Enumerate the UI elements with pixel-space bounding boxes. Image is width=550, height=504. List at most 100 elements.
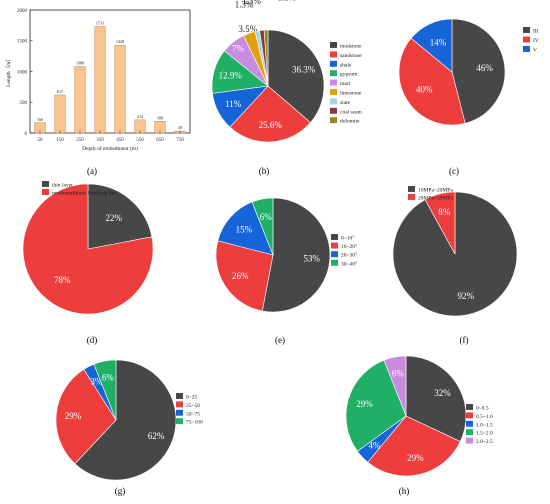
legend-swatch: [330, 70, 337, 77]
legend-swatch: [42, 189, 49, 195]
bar-value-label: 189: [157, 115, 163, 120]
pie-slice: [424, 191, 456, 255]
legend-swatch: [330, 98, 337, 105]
pie-slice: [217, 201, 274, 256]
pie-slice: [215, 240, 274, 312]
slice-value-label: 53%: [303, 254, 320, 264]
legend-swatch: [331, 251, 338, 258]
legend-swatch: [331, 242, 338, 249]
legend-label: 75~100: [186, 420, 203, 426]
x-tick-label: 50: [38, 138, 44, 143]
legend: 0~10° 10~20° 20~30°30~40°: [331, 234, 357, 267]
legend-label: mudstone: [340, 43, 362, 49]
bar-value-label: 30: [178, 125, 182, 130]
pie-slice: [263, 29, 269, 87]
panel-label: (f): [460, 335, 469, 345]
legend-label: 10MPa~20MPa: [418, 187, 453, 193]
legend-swatch: [523, 27, 530, 33]
legend-swatch: [330, 89, 337, 95]
slice-value-label: 29%: [65, 411, 82, 421]
slice-value-label: 22%: [105, 213, 122, 223]
legend-label: 0~10°: [341, 234, 354, 241]
y-tick-label: 2000: [17, 9, 28, 14]
bar-value-label: 617: [57, 89, 63, 94]
y-tick-label: 1500: [17, 40, 28, 45]
legend-label: 0~0.5: [476, 405, 489, 411]
panel-label: (e): [275, 335, 285, 345]
panel-label: (d): [87, 335, 98, 345]
legend-label: 2.0~2.5: [476, 439, 493, 445]
slice-value-label: 6%: [102, 373, 115, 383]
slice-value-label: 26%: [232, 271, 249, 281]
legend: 0~25 25~50 50~75 75~100: [176, 393, 203, 426]
pie-slice: [367, 415, 461, 477]
bar: [74, 66, 86, 134]
pie-slice: [345, 359, 407, 452]
panel-f: 92% 8% 10MPa~20MPa 20MPa~30MPa (f): [392, 186, 518, 345]
panel-h: 32% 29% 4% 29% 6% 0~0.5 0.5~1.0 1.0~1.5 1.5~2.0 2…: [345, 355, 493, 496]
pie-slice: [451, 18, 506, 124]
slice-value-label: 6%: [392, 369, 405, 379]
legend-label: limestone: [340, 90, 362, 96]
legend-label: dolomite: [340, 119, 360, 125]
legend: thin layer mediumaltitude bombing bed: [42, 181, 117, 196]
legend-label: 30~40°: [341, 260, 357, 267]
pie-slice: [251, 197, 274, 256]
slice-value-label: 11%: [225, 99, 242, 109]
bar-value-label: 214: [137, 114, 144, 119]
x-tick-label: 750: [176, 138, 184, 143]
legend-swatch: [523, 46, 530, 52]
x-axis-label: Depth of embedment (m): [82, 145, 138, 152]
pie-slice: [229, 85, 311, 143]
panel-label: (a): [87, 166, 97, 176]
slice-value-label: 7%: [232, 43, 245, 53]
legend-label: 1.5~2.0: [476, 431, 493, 437]
legend: III IV V: [523, 27, 539, 53]
slice-value-label: 40%: [416, 85, 433, 95]
legend-swatch: [466, 420, 473, 427]
y-tick-label: 1000: [17, 70, 28, 75]
legend-label: mediumaltitude bombing bed: [52, 190, 117, 196]
legend-label: marl: [340, 81, 351, 87]
slice-value-label: 32%: [434, 388, 451, 398]
slice-value-label: 29%: [407, 453, 424, 463]
x-tick-label: 150: [56, 138, 64, 143]
pie-slice: [261, 197, 331, 313]
slice-value-label: 25.6%: [259, 120, 283, 130]
legend-swatch: [330, 51, 337, 58]
y-axis-label: Length（m）: [5, 56, 12, 87]
legend-label: sandstone: [340, 53, 362, 59]
slice-value-label: 4%: [369, 441, 382, 451]
slice-value-label: 14%: [430, 37, 447, 47]
slice-value-label: 6%: [260, 212, 273, 222]
legend-swatch: [466, 437, 473, 444]
pie-slice: [87, 183, 153, 250]
slice-value-label: 1.1%: [278, 0, 297, 2]
slice-value-label: 12.9%: [219, 70, 243, 80]
legend-swatch: [466, 412, 473, 419]
slice-value-label: 46%: [476, 63, 493, 73]
slice-value-label: 29%: [356, 399, 373, 409]
bar: [114, 44, 126, 134]
panel-b: 36.3% 25.6% 11% 12.9% 7% 3.5% 1.3%1.3% 1.1% muds…: [211, 0, 363, 176]
x-tick-label: 250: [76, 138, 84, 143]
bar: [54, 94, 66, 134]
legend: 10MPa~20MPa 20MPa~30MPa: [408, 186, 453, 201]
panel-label: (c): [449, 166, 459, 176]
pie-slice: [22, 183, 154, 315]
panel-label: (b): [259, 166, 270, 176]
slice-value-label: 15%: [236, 224, 253, 234]
legend-swatch: [176, 409, 183, 416]
legend-label: slate: [340, 100, 351, 106]
legend-label: 20~30°: [341, 252, 357, 259]
slice-value-label: 8%: [438, 207, 451, 217]
slice-value-label: 3%: [90, 377, 103, 387]
legend-label: gypsum: [340, 72, 358, 78]
bar: [94, 26, 106, 134]
y-tick-label: 0: [25, 132, 28, 137]
legend-swatch: [330, 117, 337, 124]
panel-e: 53% 26% 15% 6% 0~10° 10~20° 20~30°30~40° (e): [215, 197, 357, 345]
x-tick-label: 350: [96, 138, 104, 143]
bar-value-label: 1428: [116, 39, 124, 44]
